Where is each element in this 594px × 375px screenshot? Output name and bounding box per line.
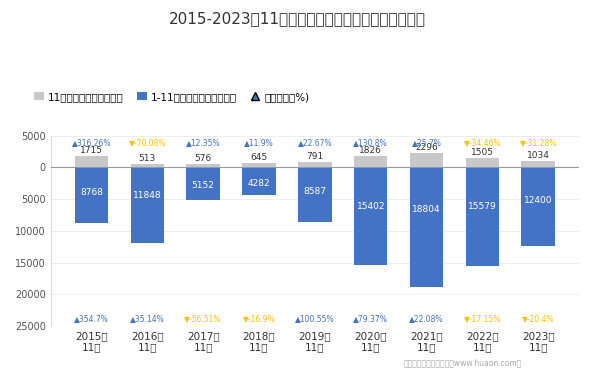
Text: ▲354.7%: ▲354.7% (74, 314, 109, 323)
Bar (242, 167, 276, 195)
Text: 2296: 2296 (415, 142, 438, 152)
Text: ▼-16.9%: ▼-16.9% (243, 314, 276, 323)
Bar (187, 167, 220, 200)
Text: 15579: 15579 (468, 202, 497, 211)
Text: 1826: 1826 (359, 146, 382, 154)
Bar (466, 167, 499, 266)
Bar (522, 167, 555, 246)
Legend: 11月期货成交量（万手）, 1-11月期货成交量（万手）, 同比增长（%): 11月期货成交量（万手）, 1-11月期货成交量（万手）, 同比增长（%) (30, 87, 314, 106)
Text: 18804: 18804 (412, 205, 441, 214)
Text: ▲130.8%: ▲130.8% (353, 138, 388, 147)
Text: 1715: 1715 (80, 146, 103, 155)
Text: 4282: 4282 (248, 179, 270, 188)
Text: 576: 576 (195, 154, 212, 163)
Bar (187, 164, 220, 167)
Bar (410, 167, 443, 287)
Text: ▼-20.4%: ▼-20.4% (522, 314, 555, 323)
Text: ▼-70.08%: ▼-70.08% (128, 138, 166, 147)
Text: ▼-34.46%: ▼-34.46% (463, 138, 501, 147)
Text: 791: 791 (307, 152, 324, 161)
Text: 8768: 8768 (80, 188, 103, 197)
Text: ▲79.37%: ▲79.37% (353, 314, 388, 323)
Text: ▲22.67%: ▲22.67% (298, 138, 332, 147)
Text: 2015-2023年11月大连商品交易所聚丙烯期货成交量: 2015-2023年11月大连商品交易所聚丙烯期货成交量 (169, 11, 425, 26)
Bar (131, 164, 164, 167)
Text: 5152: 5152 (192, 181, 214, 190)
Text: 15402: 15402 (356, 202, 385, 211)
Text: 制图：华经产业研究院（www.huaon.com）: 制图：华经产业研究院（www.huaon.com） (404, 358, 522, 368)
Text: ▲25.7%: ▲25.7% (412, 138, 441, 147)
Text: ▲35.14%: ▲35.14% (130, 314, 165, 323)
Text: ▲22.08%: ▲22.08% (409, 314, 444, 323)
Bar (298, 167, 331, 222)
Text: ▲316.26%: ▲316.26% (72, 138, 111, 147)
Bar (410, 153, 443, 167)
Bar (354, 167, 387, 265)
Text: ▼-17.15%: ▼-17.15% (464, 314, 501, 323)
Text: ▼-31.28%: ▼-31.28% (520, 138, 557, 147)
Text: ▲12.35%: ▲12.35% (186, 138, 220, 147)
Text: 513: 513 (139, 154, 156, 163)
Bar (242, 163, 276, 167)
Bar (466, 158, 499, 167)
Bar (354, 156, 387, 167)
Text: 1505: 1505 (471, 148, 494, 157)
Text: 645: 645 (251, 153, 267, 162)
Bar (75, 156, 108, 167)
Bar (131, 167, 164, 243)
Text: 11848: 11848 (133, 192, 162, 201)
Text: ▲100.55%: ▲100.55% (295, 314, 334, 323)
Text: ▲11.9%: ▲11.9% (244, 138, 274, 147)
Text: 12400: 12400 (524, 196, 552, 205)
Bar (522, 161, 555, 167)
Bar (298, 162, 331, 167)
Text: 1034: 1034 (527, 151, 549, 160)
Text: 8587: 8587 (304, 188, 326, 196)
Text: ▼-56.51%: ▼-56.51% (184, 314, 222, 323)
Bar (75, 167, 108, 223)
